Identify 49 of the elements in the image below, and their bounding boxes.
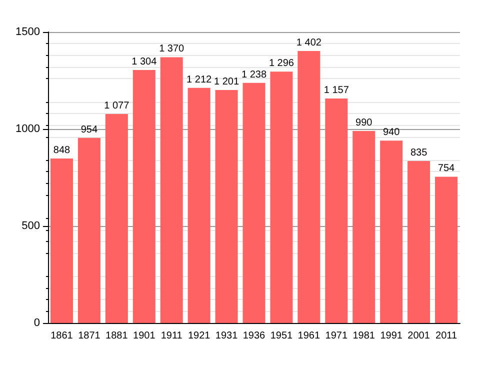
data-label: 1 201	[214, 76, 240, 88]
data-label: 1 077	[104, 100, 130, 112]
data-label: 1 304	[132, 56, 158, 68]
y-tick-label: 500	[22, 220, 40, 232]
data-label: 940	[382, 127, 400, 138]
bar	[132, 70, 156, 323]
bar	[352, 130, 376, 323]
bar	[160, 57, 183, 323]
data-label: 848	[53, 144, 71, 156]
x-tick-label: 1881	[106, 330, 128, 342]
x-tick-label: 1901	[133, 330, 156, 342]
bar	[105, 114, 128, 323]
x-tick-label: 1961	[298, 330, 320, 342]
bar	[78, 138, 100, 323]
data-label: 954	[80, 124, 98, 136]
data-label: 1 157	[324, 85, 350, 96]
bar	[380, 140, 403, 323]
bar	[325, 98, 348, 323]
bar	[435, 176, 458, 323]
bar	[215, 90, 238, 323]
bar	[50, 158, 73, 323]
data-label: 1 238	[241, 69, 267, 80]
data-label: 835	[410, 148, 428, 159]
x-tick-label: 1936	[242, 330, 266, 342]
bar	[242, 82, 266, 323]
x-tick-label: 2001	[408, 330, 430, 342]
bar	[188, 88, 210, 323]
x-tick-label: 1991	[380, 330, 403, 342]
data-label: 1 296	[268, 58, 294, 70]
data-label: 1 212	[186, 74, 212, 86]
data-label: 754	[438, 163, 456, 174]
data-label: 1 402	[296, 38, 322, 49]
x-tick-label: 1921	[188, 330, 211, 342]
x-tick-label: 1981	[352, 330, 376, 342]
data-label: 1 370	[159, 44, 185, 55]
x-tick-label: 2011	[436, 330, 458, 342]
bar	[298, 51, 320, 323]
y-tick-label: 1500	[16, 26, 40, 38]
x-tick-label: 1971	[325, 330, 348, 342]
y-tick-label: 0	[34, 317, 40, 329]
bar	[270, 72, 293, 323]
y-tick-label: 1000	[16, 123, 40, 135]
bar	[408, 161, 430, 323]
x-tick-label: 1911	[160, 330, 183, 342]
x-tick-label: 1951	[270, 330, 294, 342]
data-label: 990	[356, 117, 373, 128]
x-tick-label: 1871	[78, 330, 101, 342]
x-tick-label: 1931	[215, 330, 238, 342]
x-tick-label: 1861	[50, 330, 74, 342]
